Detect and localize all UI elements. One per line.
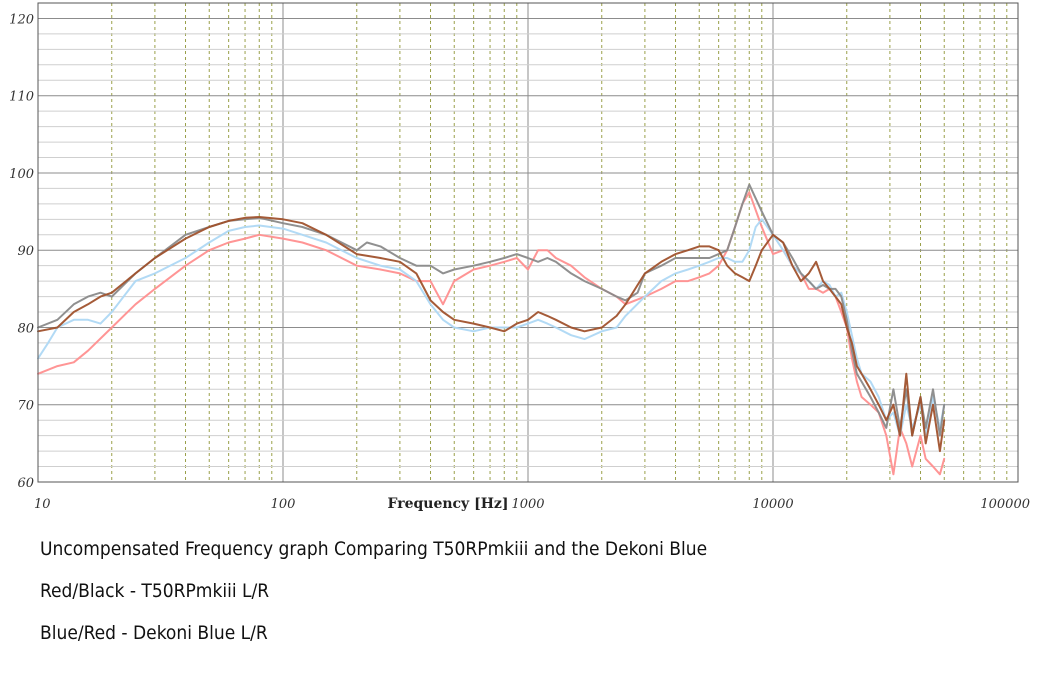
plot-frame	[37, 2, 1019, 483]
frequency-response-chart: 60 70 80 90 100 110 120 10 100 1000 10000 100000 Fr…	[9, 2, 1030, 512]
x-tick-label: 1000	[511, 497, 544, 512]
chart-axes: 60 70 80 90 100 110 120 10 100 1000 10000 100000	[9, 2, 1030, 512]
caption-legend-dekoni: Blue/Red - Dekoni Blue L/R	[40, 622, 268, 644]
x-axis-label: Frequency [Hz]	[388, 496, 509, 512]
y-tick-label: 100	[9, 167, 34, 182]
x-tick-label: 10	[34, 497, 51, 512]
series-line-2	[37, 218, 946, 437]
series-line-4	[37, 216, 946, 453]
series-line-3	[37, 183, 946, 437]
chart-series-group	[37, 183, 946, 476]
y-tick-label: 70	[17, 399, 34, 414]
series-line-1	[37, 191, 946, 476]
x-tick-label: 100000	[980, 497, 1030, 512]
y-tick-label: 120	[9, 12, 34, 27]
x-tick-label: 100	[271, 497, 296, 512]
caption-title: Uncompensated Frequency graph Comparing …	[40, 538, 708, 560]
y-tick-label: 90	[17, 244, 34, 259]
y-tick-label: 80	[17, 321, 34, 336]
x-tick-label: 10000	[752, 497, 793, 512]
y-tick-label: 60	[17, 476, 34, 491]
caption-legend-t50rp: Red/Black - T50RPmkiii L/R	[40, 580, 270, 602]
y-tick-label: 110	[9, 90, 34, 105]
chart-grid	[37, 2, 1019, 483]
